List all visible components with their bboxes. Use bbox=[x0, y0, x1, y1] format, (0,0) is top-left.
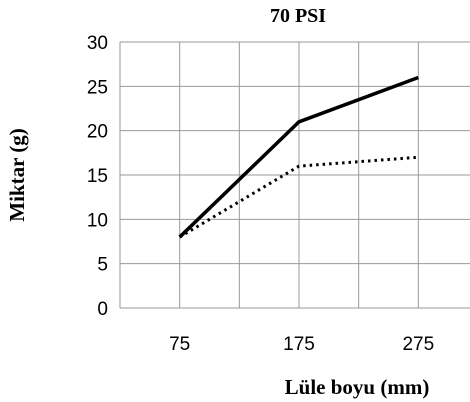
y-tick-label: 15 bbox=[87, 166, 108, 187]
series-lines bbox=[178, 75, 419, 239]
x-axis-label: Lüle boyu (mm) bbox=[285, 375, 430, 399]
y-tick-label: 20 bbox=[87, 122, 108, 143]
y-tick-label: 25 bbox=[87, 77, 108, 98]
y-tick-label: 10 bbox=[87, 210, 108, 231]
y-tick-label: 30 bbox=[87, 33, 108, 54]
x-tick-label: 275 bbox=[402, 334, 434, 355]
series-line-1 bbox=[178, 75, 419, 239]
chart-title: 70 PSI bbox=[270, 5, 326, 27]
grid bbox=[119, 41, 470, 309]
y-axis-label: Miktar (g) bbox=[5, 128, 29, 222]
x-tick-labels: 75 175 275 bbox=[169, 334, 434, 355]
y-tick-labels: 0 5 10 15 20 25 30 bbox=[87, 33, 108, 320]
series-line-2 bbox=[178, 155, 419, 239]
y-tick-label: 5 bbox=[97, 255, 108, 276]
y-tick-label: 0 bbox=[97, 299, 108, 320]
x-tick-label: 75 bbox=[169, 334, 190, 355]
x-tick-label: 175 bbox=[283, 334, 315, 355]
